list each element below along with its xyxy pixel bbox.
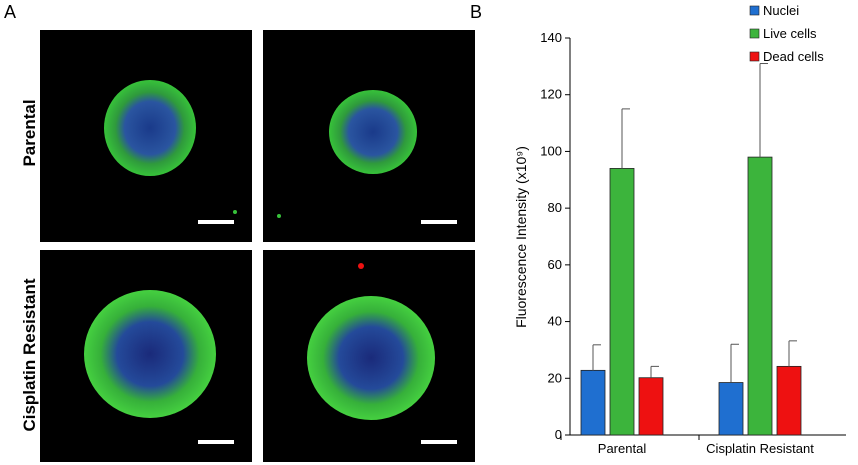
- row-label-parental: Parental: [20, 99, 39, 167]
- scale-bar: [198, 440, 234, 444]
- scale-bar: [421, 220, 457, 224]
- y-tick-label: 120: [540, 87, 562, 102]
- panel-label-a: A: [4, 2, 17, 22]
- legend-swatch: [749, 5, 760, 16]
- bar-dead-cells-0: [638, 377, 664, 436]
- y-tick-label: 60: [548, 257, 562, 272]
- panel-label-b: B: [470, 2, 483, 22]
- row-label-cisplatin-resistant: Cisplatin Resistant: [20, 278, 39, 432]
- legend-entry: Live cells: [763, 26, 817, 41]
- y-tick-label: 20: [548, 370, 562, 385]
- micrograph-parental-2: [263, 30, 475, 242]
- legend-entry: Nuclei: [763, 3, 799, 18]
- bar-chart: 0 20 40 60 80 100 120 140 Parental Cisplatin Resi…: [513, 3, 846, 456]
- legend-entry: Dead cells: [763, 49, 824, 64]
- x-tick-label: Cisplatin Resistant: [706, 441, 814, 456]
- y-tick-label: 140: [540, 30, 562, 45]
- plot-area: 0 20 40 60 80 100 120 140 Parental Cisplatin Resi…: [540, 3, 846, 456]
- y-axis-label: Fluorescence Intensity (x10⁹): [513, 146, 529, 328]
- x-tick-label: Parental: [598, 441, 647, 456]
- y-tick-label: 80: [548, 200, 562, 215]
- micrograph-parental-1: [40, 30, 252, 242]
- micrograph-resistant-1: [40, 250, 252, 462]
- y-tick-label: 40: [548, 314, 562, 329]
- bar-live-cells-1: [747, 156, 773, 436]
- bar-nuclei-0: [580, 369, 606, 436]
- scale-bar: [198, 220, 234, 224]
- bar-live-cells-0: [609, 168, 635, 436]
- legend-swatch: [749, 51, 760, 62]
- y-tick-label: 100: [540, 143, 562, 158]
- y-tick-label: 0: [555, 427, 562, 442]
- bar-dead-cells-1: [776, 365, 802, 436]
- micrograph-resistant-2: [263, 250, 475, 462]
- bar-nuclei-1: [718, 382, 744, 436]
- legend-swatch: [749, 28, 760, 39]
- scale-bar: [421, 440, 457, 444]
